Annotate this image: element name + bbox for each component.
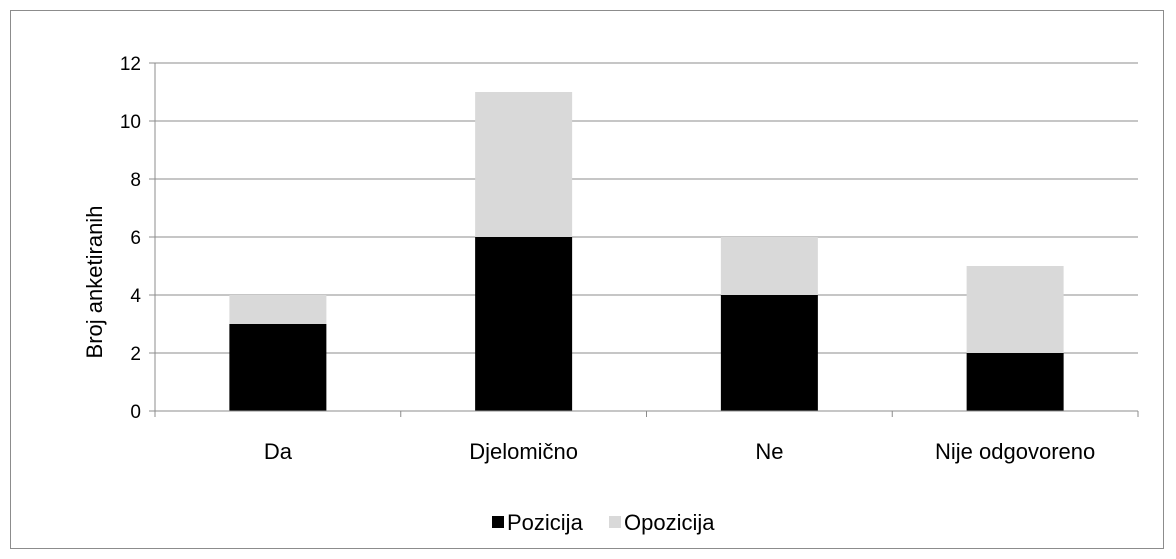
- y-tick-label: 8: [130, 170, 141, 191]
- legend-label-pozicija: Pozicija: [507, 510, 584, 535]
- legend-swatch-opozicija: [609, 516, 621, 528]
- y-tick-labels: 0 2 4 6 8 10 12: [120, 54, 142, 423]
- x-category-label: Djelomično: [469, 439, 578, 464]
- legend-label-opozicija: Opozicija: [624, 510, 715, 535]
- bar-pozicija-2: [720, 295, 818, 411]
- axes: [149, 62, 1139, 417]
- y-tick-label: 4: [130, 286, 141, 307]
- y-tick-label: 0: [130, 402, 141, 423]
- bar-pozicija-0: [229, 324, 327, 411]
- bar-opozicija-3: [966, 266, 1064, 353]
- bar-pozicija-3: [966, 353, 1064, 411]
- y-tick-label: 2: [130, 344, 141, 365]
- x-category-label: Nije odgovoreno: [935, 439, 1095, 464]
- bar-opozicija-1: [475, 92, 573, 237]
- bar-opozicija-0: [229, 295, 327, 324]
- bars: [229, 92, 1064, 411]
- bar-opozicija-2: [720, 237, 818, 295]
- x-category-label: Da: [264, 439, 293, 464]
- y-tick-label: 10: [120, 112, 141, 133]
- y-tick-label: 12: [120, 54, 141, 75]
- y-tick-label: 6: [130, 228, 141, 249]
- legend-swatch-pozicija: [492, 516, 504, 528]
- x-category-label: Ne: [755, 439, 783, 464]
- legend: Pozicija Opozicija: [492, 510, 715, 535]
- y-axis-title: Broj anketiranih: [82, 206, 107, 359]
- x-category-labels: Da Djelomično Ne Nije odgovoreno: [264, 439, 1095, 464]
- bar-pozicija-1: [475, 237, 573, 411]
